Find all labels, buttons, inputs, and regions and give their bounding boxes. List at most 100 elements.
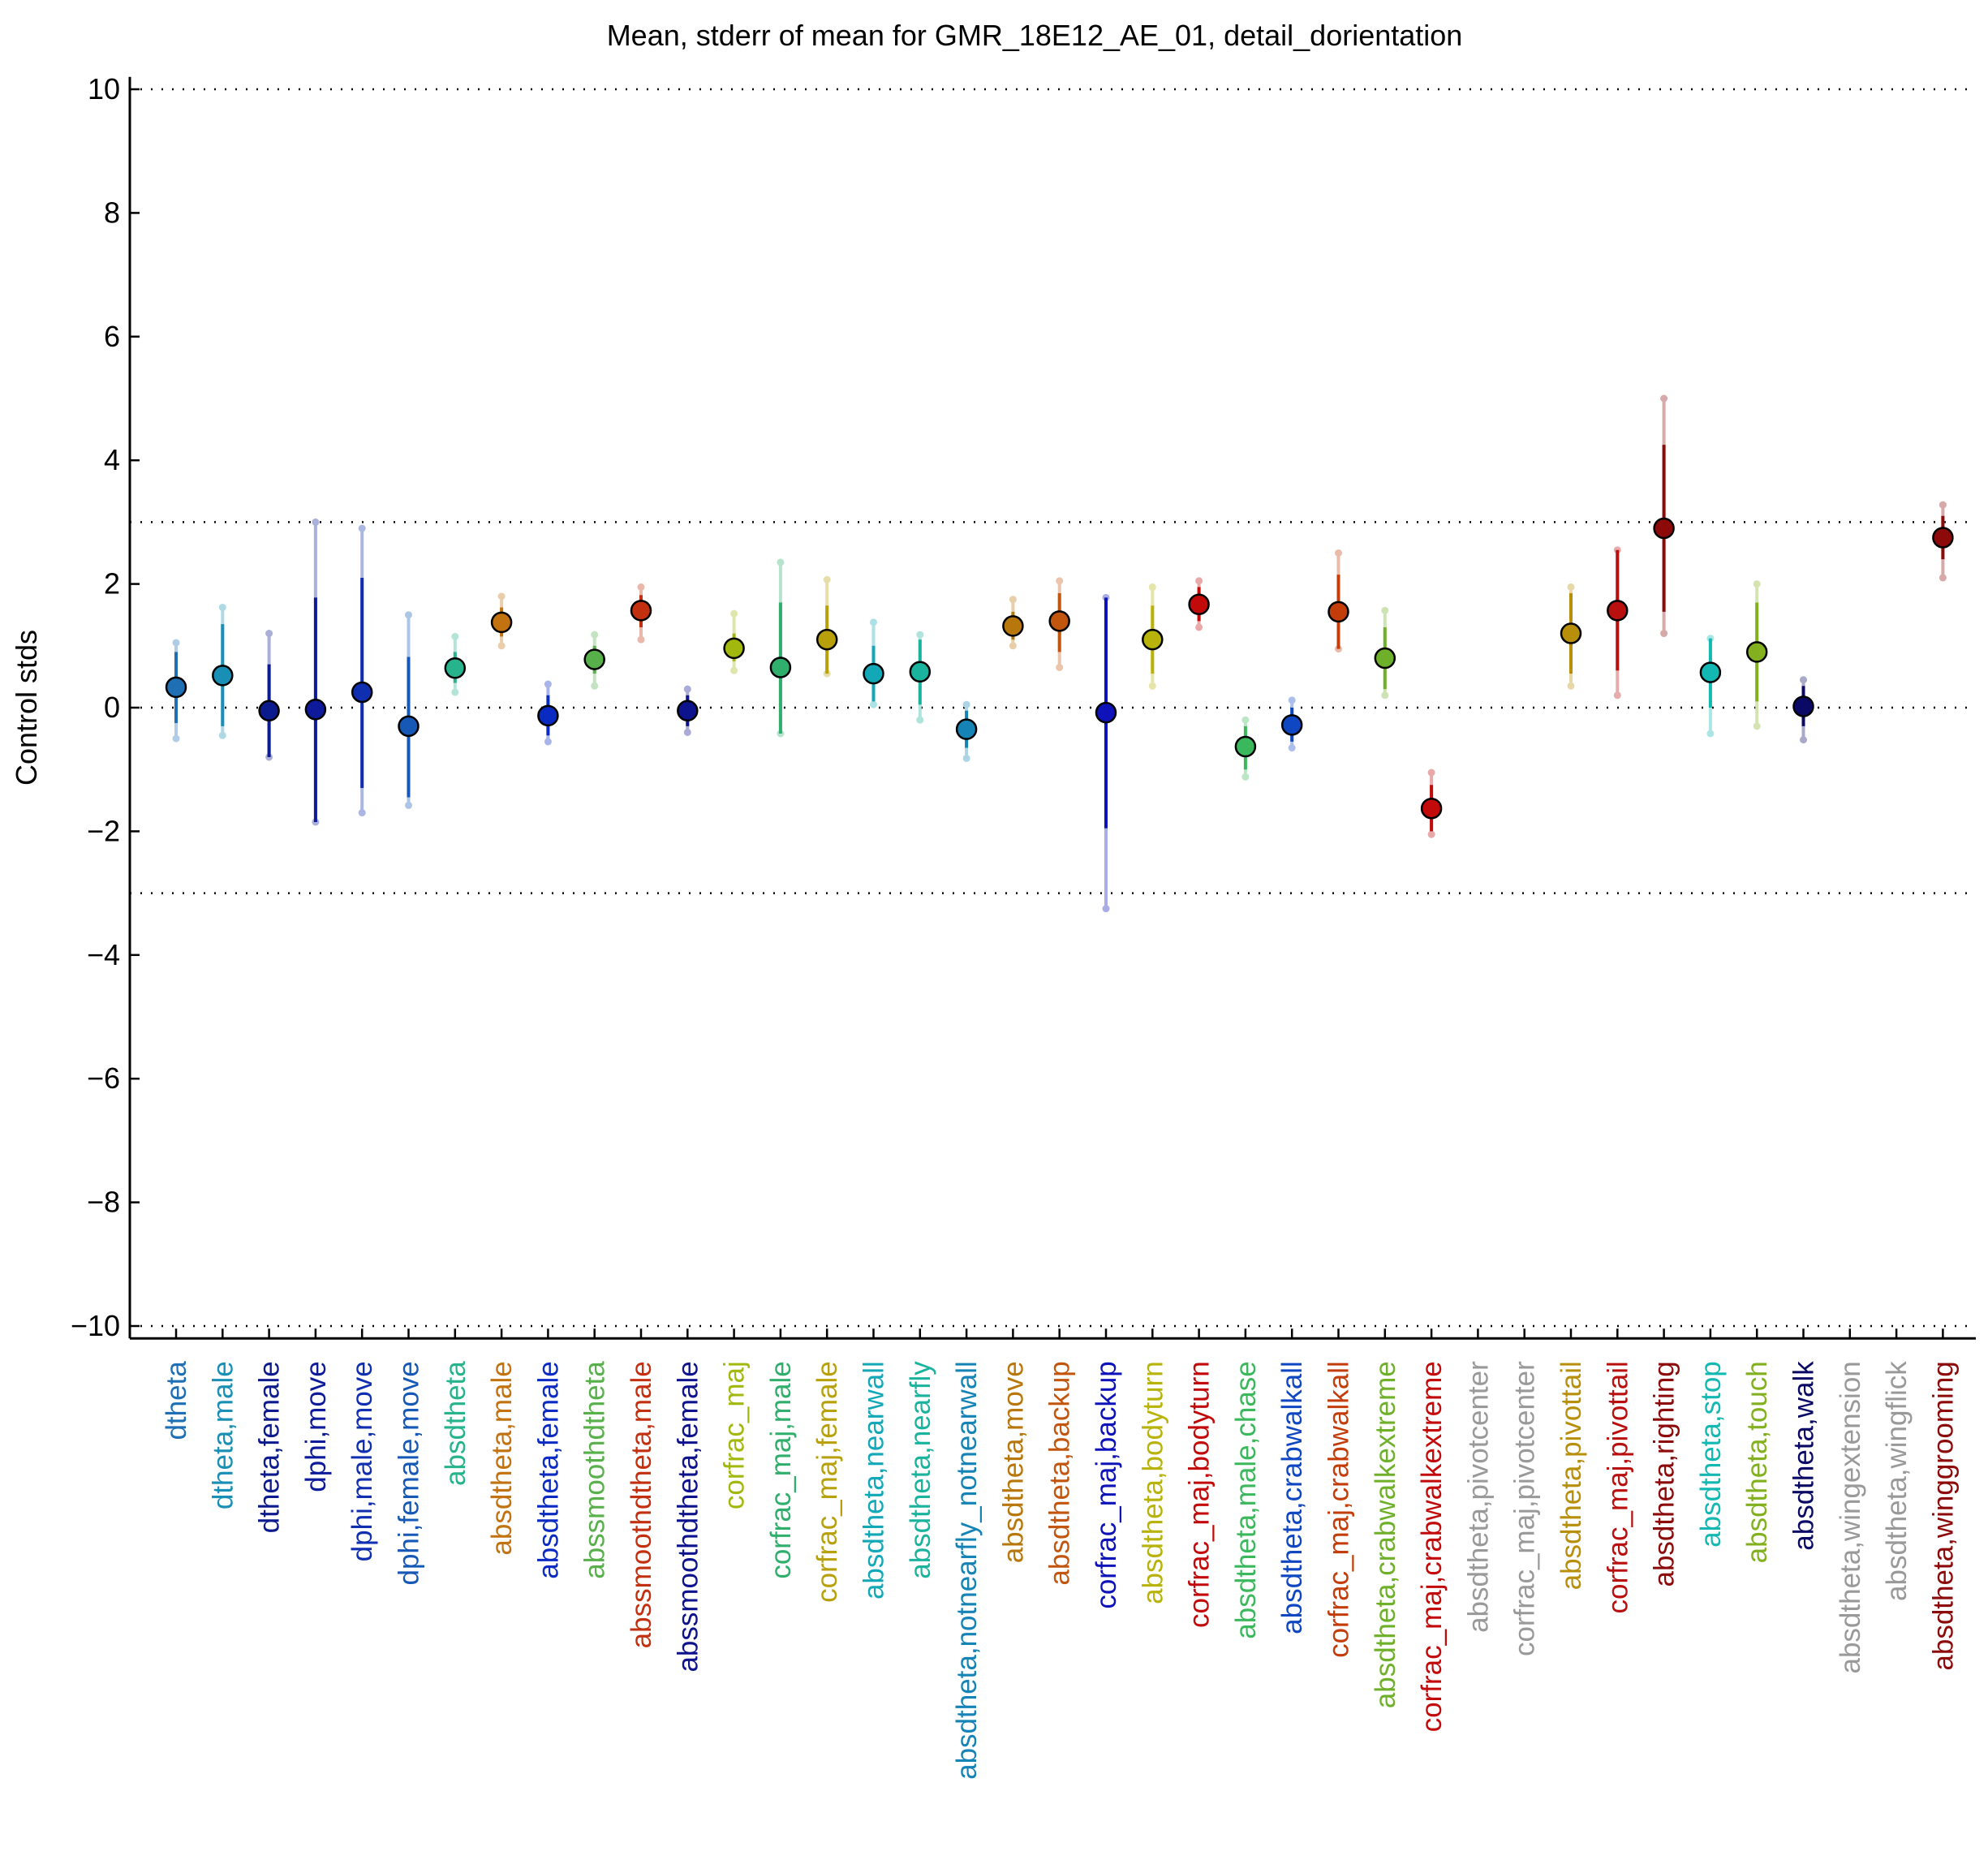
x-tick-label: dphi,female,move	[394, 1361, 425, 1585]
extent-end-high	[312, 518, 320, 526]
chart-title: Mean, stderr of mean for GMR_18E12_AE_01…	[607, 19, 1463, 52]
data-point-0	[165, 639, 187, 743]
x-tick-label: abssmoothdtheta	[579, 1361, 611, 1579]
data-point-17	[955, 700, 978, 762]
data-point-8	[537, 680, 559, 746]
extent-end-high	[451, 632, 459, 640]
extent-end-high	[1660, 394, 1668, 403]
data-point-18	[1002, 596, 1024, 650]
data-point-12	[723, 609, 745, 674]
extent-end-high	[777, 558, 785, 566]
y-tick-label: −4	[87, 938, 120, 971]
extent-end-high	[1241, 716, 1250, 724]
x-tick-label: absdtheta,touch	[1741, 1361, 1773, 1563]
data-point-20	[1095, 593, 1117, 913]
mean-marker	[955, 718, 978, 740]
extent-end-low	[172, 734, 180, 743]
x-tick-label: abssmoothdtheta,male	[626, 1361, 657, 1648]
extent-end-high	[497, 592, 506, 601]
x-tick-label: absdtheta,stop	[1695, 1361, 1727, 1548]
extent-end-high	[1381, 606, 1389, 614]
extent-end-low	[1241, 773, 1250, 781]
extent-end-low	[1706, 730, 1715, 738]
x-tick-label: absdtheta,righting	[1649, 1361, 1680, 1587]
x-tick-label: corfrac_maj,female	[811, 1361, 843, 1603]
y-tick-label: 10	[88, 72, 120, 105]
mean-marker	[165, 676, 187, 699]
extent-end-high	[1427, 769, 1435, 777]
extent-end-low	[591, 682, 599, 690]
extent-end-low	[405, 801, 412, 809]
x-tick-label: corfrac_maj,pivottail	[1602, 1361, 1633, 1613]
x-tick-label: dtheta	[161, 1361, 192, 1440]
extent-end-low	[1009, 642, 1017, 650]
data-point-21	[1142, 583, 1164, 690]
mean-marker	[351, 681, 373, 704]
data-point-11	[677, 685, 699, 736]
data-point-25	[1327, 549, 1349, 653]
x-tick-label: absdtheta,female	[532, 1361, 564, 1579]
x-tick-label: dtheta,female	[254, 1361, 286, 1533]
x-tick-label: corfrac_maj,pivotcenter	[1509, 1361, 1541, 1656]
mean-marker	[1188, 593, 1210, 615]
extent-end-low	[218, 731, 226, 739]
data-point-32	[1653, 394, 1675, 638]
extent-end-high	[916, 631, 924, 639]
extent-end-low	[1195, 623, 1203, 631]
extent-end-low	[870, 700, 877, 708]
x-tick-label: abssmoothdtheta,female	[672, 1361, 704, 1672]
extent-end-high	[683, 685, 691, 693]
extent-end-low	[358, 809, 366, 817]
mean-marker	[1048, 610, 1070, 632]
mean-marker	[1792, 695, 1814, 717]
y-tick-label: 8	[104, 196, 120, 229]
extent-end-high	[1335, 549, 1342, 557]
extent-end-high	[1753, 580, 1761, 588]
mean-marker	[444, 657, 467, 679]
mean-marker	[769, 657, 792, 678]
extent-end-low	[1381, 691, 1389, 700]
data-point-4	[351, 524, 373, 817]
x-tick-label: absdtheta,bodyturn	[1137, 1361, 1168, 1604]
y-tick-label: −6	[87, 1061, 120, 1095]
mean-marker	[583, 648, 605, 670]
extent-end-low	[683, 728, 691, 736]
extent-end-low	[1660, 630, 1668, 638]
extent-end-low	[1753, 722, 1761, 730]
x-tick-label: corfrac_maj,male	[765, 1361, 797, 1578]
extent-end-low	[451, 688, 459, 696]
extent-end-high	[1800, 676, 1807, 684]
extent-end-high	[1056, 577, 1064, 585]
mean-marker	[212, 665, 234, 687]
extent-end-high	[405, 611, 412, 619]
x-tick-label: absdtheta,male,chase	[1230, 1361, 1262, 1638]
y-tick-label: −10	[71, 1309, 120, 1342]
data-point-14	[815, 575, 838, 678]
mean-marker	[1699, 661, 1722, 683]
extent-end-high	[1939, 501, 1947, 509]
data-point-35	[1792, 676, 1814, 744]
y-tick-label: −2	[87, 814, 120, 847]
data-point-24	[1280, 696, 1303, 752]
reference-lines	[130, 88, 1976, 1328]
extent-end-low	[1148, 682, 1156, 690]
x-axis-tick-labels: dtheta dtheta,male dtheta,female dphi,move d…	[161, 1361, 1959, 1780]
data-point-22	[1188, 577, 1210, 631]
extent-end-low	[1288, 744, 1296, 752]
mean-marker	[1095, 701, 1117, 724]
data-point-1	[212, 604, 234, 739]
data-markers	[165, 394, 1954, 913]
extent-end-low	[962, 754, 970, 762]
extent-end-high	[218, 604, 226, 612]
data-point-26	[1374, 606, 1396, 700]
extent-end-low	[1102, 905, 1110, 913]
extent-end-high	[1009, 596, 1017, 604]
mean-marker	[398, 715, 420, 738]
extent-end-low	[497, 642, 506, 650]
extent-end-low	[1567, 682, 1575, 690]
mean-marker	[1280, 714, 1303, 736]
extent-end-high	[265, 630, 273, 638]
data-point-5	[398, 611, 420, 809]
y-axis: 10 8 6 4 2 0 −2 −4 −6 −8 −10	[71, 72, 1976, 1342]
